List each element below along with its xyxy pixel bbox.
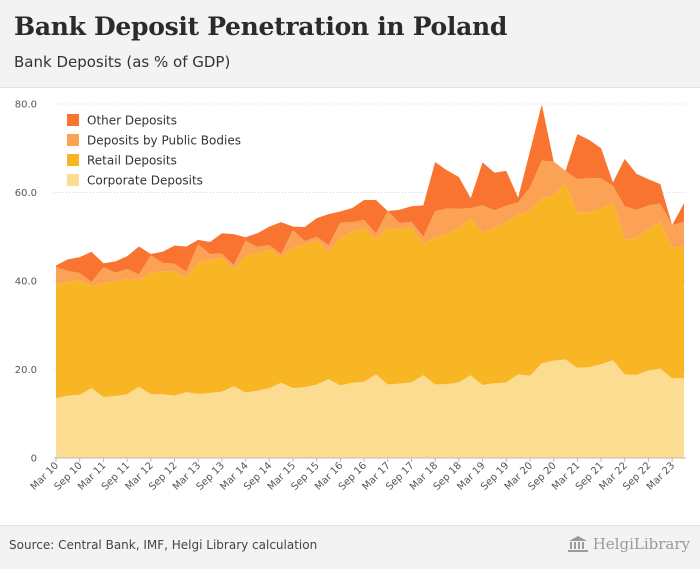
legend-label-deposits-by-public-bodies: Deposits by Public Bodies xyxy=(87,134,241,148)
library-icon xyxy=(567,536,588,552)
area-retail-deposits xyxy=(56,183,684,399)
page-subtitle: Bank Deposits (as % of GDP) xyxy=(14,53,231,71)
y-tick-label: 20.0 xyxy=(15,365,37,376)
page-title: Bank Deposit Penetration in Poland xyxy=(14,12,508,41)
footer: Source: Central Bank, IMF, Helgi Library… xyxy=(0,525,700,569)
source-note: Source: Central Bank, IMF, Helgi Library… xyxy=(9,538,318,552)
legend-label-corporate-deposits: Corporate Deposits xyxy=(87,174,203,188)
y-tick-label: 80.0 xyxy=(15,100,37,111)
brand-name: HelgiLibrary xyxy=(592,535,690,553)
y-tick-label: 40.0 xyxy=(15,277,37,288)
legend-swatch-retail-deposits xyxy=(67,154,79,166)
legend-label-other-deposits: Other Deposits xyxy=(87,114,177,128)
area-other-deposits xyxy=(56,104,684,282)
brand-logo[interactable]: HelgiLibrary xyxy=(567,535,690,553)
legend-swatch-deposits-by-public-bodies xyxy=(67,134,79,146)
header: Bank Deposit Penetration in Poland Bank … xyxy=(0,0,700,88)
legend-swatch-corporate-deposits xyxy=(67,174,79,186)
y-tick-label: 0 xyxy=(31,454,37,465)
area-corporate-deposits xyxy=(56,359,684,458)
legend-label-retail-deposits: Retail Deposits xyxy=(87,154,177,168)
area-series xyxy=(56,104,684,458)
y-tick-label: 60.0 xyxy=(15,188,37,199)
area-deposits-by-public-bodies xyxy=(56,160,684,287)
legend: Other Deposits Deposits by Public Bodies R… xyxy=(67,114,241,188)
legend-swatch-other-deposits xyxy=(67,114,79,126)
